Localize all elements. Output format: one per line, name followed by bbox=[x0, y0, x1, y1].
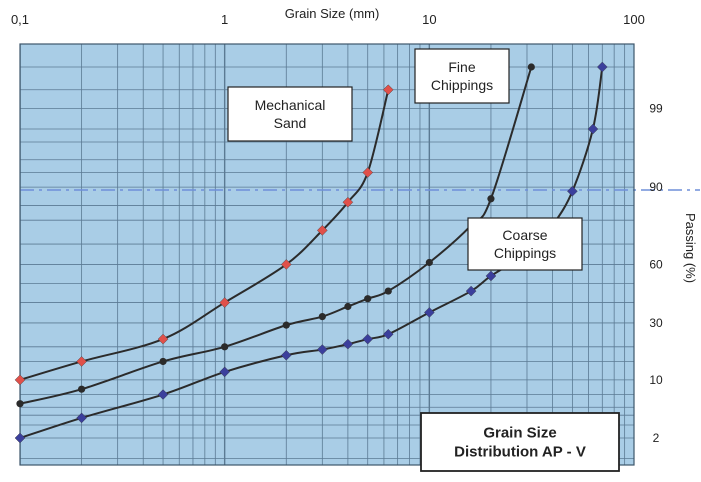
data-point bbox=[567, 185, 578, 197]
data-point bbox=[382, 328, 394, 340]
data-point bbox=[14, 432, 26, 444]
label-mechanical-sand-text: Sand bbox=[274, 115, 307, 131]
data-point bbox=[465, 285, 477, 297]
label-coarse-chippings-text: Chippings bbox=[494, 245, 556, 261]
data-point bbox=[487, 195, 495, 203]
data-point bbox=[14, 374, 26, 386]
label-fine-chippings: Fine Chippings bbox=[414, 48, 510, 104]
plot-frame bbox=[19, 43, 635, 466]
x-tick-label: 100 bbox=[623, 12, 645, 27]
y-axis-title: Passing (%) bbox=[683, 213, 698, 283]
label-coarse-chippings-text: Coarse bbox=[502, 227, 547, 243]
label-fine-chippings-box bbox=[414, 48, 510, 104]
data-point bbox=[280, 259, 292, 270]
data-point bbox=[384, 287, 392, 295]
label-fine-chippings-text: Fine bbox=[448, 59, 475, 75]
data-point bbox=[318, 313, 326, 321]
data-point bbox=[344, 302, 352, 311]
chart-title-text: Distribution AP - V bbox=[454, 444, 586, 461]
label-mechanical-sand-box bbox=[227, 86, 353, 142]
data-point bbox=[587, 123, 599, 135]
data-point bbox=[280, 350, 292, 361]
label-mechanical-sand-text: Mechanical bbox=[255, 97, 326, 113]
series-mechanical-sand bbox=[14, 84, 394, 386]
chart-title-text: Grain Size bbox=[483, 425, 556, 442]
data-point bbox=[317, 225, 328, 236]
label-coarse-chippings-box bbox=[467, 217, 583, 271]
data-point bbox=[282, 321, 290, 329]
data-point bbox=[382, 84, 394, 96]
data-point bbox=[597, 61, 608, 73]
x-tick-label: 0,1 bbox=[11, 12, 29, 27]
x-tick-label: 10 bbox=[422, 12, 436, 27]
data-point bbox=[219, 366, 230, 378]
data-point bbox=[342, 196, 354, 208]
y-tick-label: 90 bbox=[649, 180, 663, 194]
data-point bbox=[424, 307, 435, 318]
data-point bbox=[76, 412, 87, 424]
label-fine-chippings-text: Chippings bbox=[431, 77, 493, 93]
data-point bbox=[485, 270, 497, 282]
label-mechanical-sand: Mechanical Sand bbox=[227, 86, 353, 142]
data-point bbox=[157, 333, 169, 345]
data-point bbox=[362, 167, 374, 178]
data-point bbox=[76, 356, 87, 367]
data-point bbox=[219, 297, 230, 308]
chart-title-box bbox=[420, 412, 620, 472]
x-axis-title: Grain Size (mm) bbox=[285, 6, 380, 21]
y-tick-label: 2 bbox=[653, 431, 660, 445]
data-point bbox=[157, 389, 169, 400]
y-tick-label: 10 bbox=[649, 373, 663, 387]
data-point bbox=[527, 63, 535, 71]
y-tick-label: 30 bbox=[649, 316, 663, 330]
data-point bbox=[16, 400, 24, 408]
data-point bbox=[78, 385, 86, 393]
data-point bbox=[425, 258, 433, 267]
data-point bbox=[221, 343, 229, 351]
y-tick-label: 60 bbox=[649, 257, 663, 271]
data-point bbox=[159, 357, 167, 366]
y-tick-label: 99 bbox=[649, 102, 663, 116]
chart-title: Grain Size Distribution AP - V bbox=[420, 412, 620, 472]
data-point bbox=[362, 333, 374, 345]
label-coarse-chippings: Coarse Chippings bbox=[467, 217, 583, 271]
x-tick-label: 1 bbox=[221, 12, 228, 27]
data-point bbox=[342, 338, 354, 350]
data-point bbox=[364, 295, 372, 303]
data-point bbox=[317, 344, 328, 355]
